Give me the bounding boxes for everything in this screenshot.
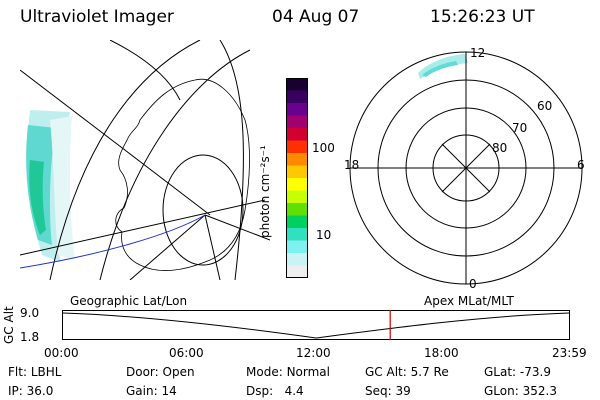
timeline-xtick-1200: 12:00 (296, 346, 331, 360)
colorbar-stripe (286, 203, 308, 216)
info-ip: IP: 36.0 (8, 384, 54, 398)
colorbar-stripe (286, 103, 308, 116)
colorbar-stripe (286, 90, 308, 104)
info-glon: GLon: 352.3 (484, 384, 557, 398)
colorbar-stripe (286, 215, 308, 229)
info-flt: Flt: LBHL (8, 365, 62, 379)
auroral-emission (26, 110, 75, 262)
mlt-label-0: 0 (469, 277, 477, 291)
timeline-ytick-1.8: 1.8 (20, 330, 40, 344)
info-glat: GLat: -73.9 (484, 365, 551, 379)
polar-plot (349, 51, 583, 285)
terminator-line (20, 214, 206, 269)
colorbar-stripe (286, 140, 308, 154)
coastline (115, 78, 250, 271)
colorbar-stripe (286, 115, 308, 129)
geographic-map (20, 40, 270, 280)
colorbar-stripe (286, 153, 308, 166)
lat-label-60: 60 (537, 99, 553, 113)
altitude-curve (62, 312, 570, 339)
info-gain: Gain: 14 (126, 384, 177, 398)
timeline-right-title: Apex MLat/MLT (424, 294, 514, 308)
colorbar-tick-10: 10 (316, 228, 332, 242)
timeline-left-title: Geographic Lat/Lon (70, 294, 188, 308)
lat-lon-grid (20, 40, 270, 280)
polar-grid (349, 51, 583, 285)
colorbar-stripe (286, 228, 308, 241)
timeline-axis-label: GC Alt (2, 306, 16, 344)
instrument-title: Ultraviolet Imager (20, 7, 174, 27)
colorbar-stripe (286, 178, 308, 191)
colorbar-stripe (286, 253, 308, 266)
colorbar-unit-label: photon cm⁻²s⁻¹ (258, 145, 272, 238)
polar-emission (418, 54, 468, 79)
lat-label-70: 70 (512, 121, 528, 135)
timeline-ytick-9: 9.0 (20, 306, 40, 320)
info-mode: Mode: Normal (246, 365, 330, 379)
timeline-xtick-1800: 18:00 (424, 346, 459, 360)
colorbar-stripe (286, 128, 308, 141)
timeline-xtick-0600: 06:00 (169, 346, 204, 360)
altitude-timeline (62, 310, 570, 340)
colorbar-stripe (286, 78, 308, 91)
timeline-xtick-0000: 00:00 (44, 346, 79, 360)
colorbar (286, 78, 308, 278)
colorbar-tick-100: 100 (312, 141, 335, 155)
info-gc-alt: GC Alt: 5.7 Re (365, 365, 449, 379)
lat-label-80: 80 (492, 141, 508, 155)
mlt-label-18: 18 (344, 158, 360, 172)
time-label: 15:26:23 UT (430, 7, 535, 27)
info-dsp: Dsp: 4.4 (246, 384, 304, 398)
mlt-label-12: 12 (470, 46, 486, 60)
info-door: Door: Open (126, 365, 195, 379)
info-seq: Seq: 39 (365, 384, 411, 398)
colorbar-stripe (286, 265, 308, 278)
colorbar-stripe (286, 190, 308, 204)
colorbar-stripe (286, 240, 308, 254)
date-label: 04 Aug 07 (272, 7, 360, 27)
timeline-xtick-2359: 23:59 (552, 346, 587, 360)
colorbar-stripe (286, 165, 308, 179)
mlt-label-6: 6 (577, 158, 585, 172)
